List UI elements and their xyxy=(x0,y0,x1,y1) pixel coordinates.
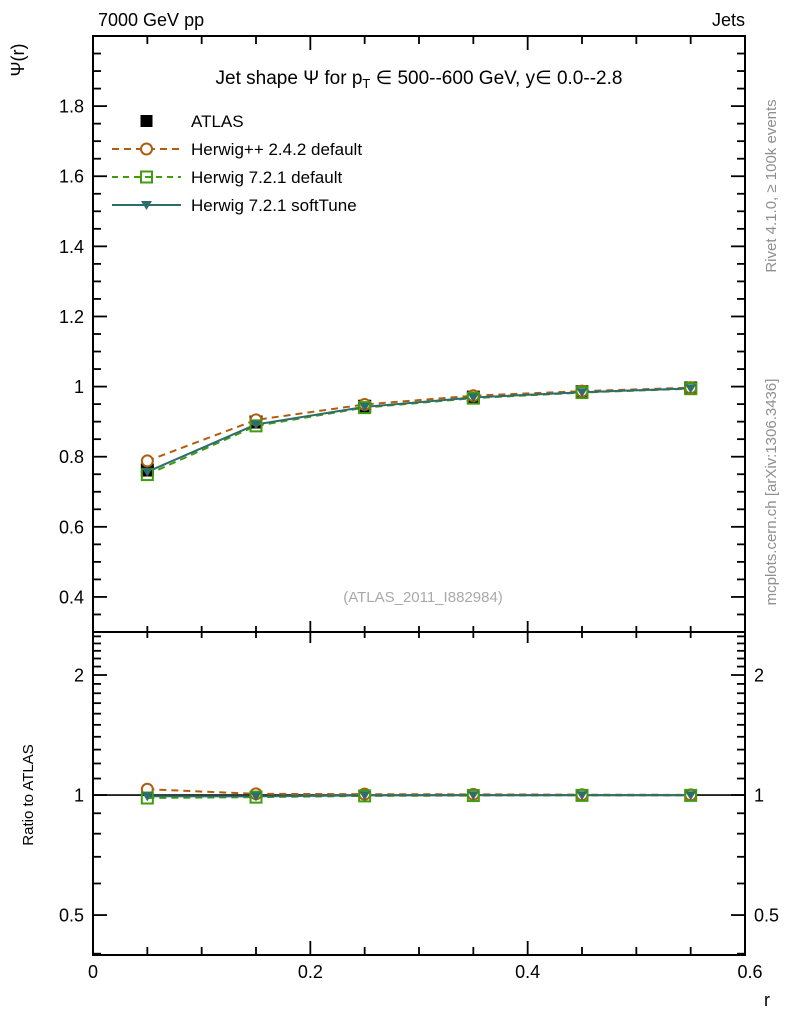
legend-marker-herwigpp xyxy=(140,142,153,156)
marker xyxy=(576,791,588,801)
legend-marker-atlas xyxy=(140,115,153,127)
marker xyxy=(141,792,153,802)
tick-label: 0.4 xyxy=(515,962,540,982)
tick-label: 1.8 xyxy=(59,97,84,117)
marker xyxy=(466,391,480,405)
series-line xyxy=(146,387,691,476)
marker xyxy=(358,401,372,415)
tick-label: 1 xyxy=(754,786,764,806)
marker xyxy=(685,384,697,394)
marker xyxy=(359,402,371,412)
plot-title: Jet shape Ψ for pT ∈ 500--600 GeV, y∈ 0.… xyxy=(216,68,623,91)
marker xyxy=(140,454,154,468)
marker xyxy=(249,790,263,804)
mcplots-arxiv-note: mcplots.cern.ch [arXiv:1306.3436] xyxy=(763,379,780,606)
tick-label: 0.6 xyxy=(59,517,84,537)
ratio-panel-frame xyxy=(92,631,746,956)
legend: ATLAS Herwig++ 2.4.2 default Herwig 7.2.… xyxy=(112,112,362,215)
tick-label: 0.2 xyxy=(298,962,323,982)
legend-label-herwigpp: Herwig++ 2.4.2 default xyxy=(191,140,362,159)
legend-label-atlas: ATLAS xyxy=(191,112,244,131)
marker xyxy=(358,789,372,803)
marker xyxy=(685,791,697,801)
tick-label: 1 xyxy=(74,786,84,806)
tick-label: 0.4 xyxy=(59,587,84,607)
series-line xyxy=(147,788,691,796)
tick-label: 1.4 xyxy=(59,237,84,257)
tick-label: 0.5 xyxy=(754,906,779,926)
tick-label: 0.5 xyxy=(59,906,84,926)
ratio-y-axis-title: Ratio to ATLAS xyxy=(20,744,37,845)
main-series xyxy=(140,381,698,482)
tick-label: 0 xyxy=(88,962,98,982)
marker xyxy=(467,393,479,403)
marker xyxy=(684,382,698,396)
tick-label: 1 xyxy=(74,377,84,397)
marker xyxy=(359,791,371,801)
tick-label: 1.6 xyxy=(59,167,84,187)
main-y-axis-title: Ψ(r) xyxy=(8,43,28,76)
marker xyxy=(466,789,480,803)
axis-tick-labels: 0.4 0.6 0.8 1 1.2 1.4 1.6 1.8 0 0.2 0.4 0.6 0.5 0.5 1 1… xyxy=(59,97,779,982)
tick-label: 2 xyxy=(74,666,84,686)
legend-label-herwig7-default: Herwig 7.2.1 default xyxy=(191,168,342,187)
tick-label: 2 xyxy=(754,666,764,686)
analysis-group-label: Jets xyxy=(712,10,745,30)
series-line xyxy=(147,794,691,798)
rivet-version-note: Rivet 4.1.0, ≥ 100k events xyxy=(763,99,780,272)
marker xyxy=(684,788,698,802)
analysis-id-watermark: (ATLAS_2011_I882984) xyxy=(343,589,503,606)
marker xyxy=(249,419,263,433)
tick-label: 1.2 xyxy=(59,307,84,327)
beam-energy-label: 7000 GeV pp xyxy=(98,10,204,30)
marker xyxy=(141,467,153,477)
marker xyxy=(250,792,262,802)
marker xyxy=(250,420,262,430)
legend-label-herwig7-softtune: Herwig 7.2.1 softTune xyxy=(191,196,357,215)
marker xyxy=(575,386,589,400)
tick-label: 0.6 xyxy=(737,962,762,982)
series-line xyxy=(146,386,691,462)
legend-marker-herwig7-default xyxy=(140,170,153,184)
x-axis-title: r xyxy=(764,990,770,1010)
legend-marker-herwig7-softtune xyxy=(141,201,152,210)
marker xyxy=(467,791,479,801)
ratio-series xyxy=(140,782,698,805)
marker xyxy=(575,788,589,802)
series-line xyxy=(146,387,691,473)
tick-label: 0.8 xyxy=(59,447,84,467)
marker xyxy=(576,388,588,398)
